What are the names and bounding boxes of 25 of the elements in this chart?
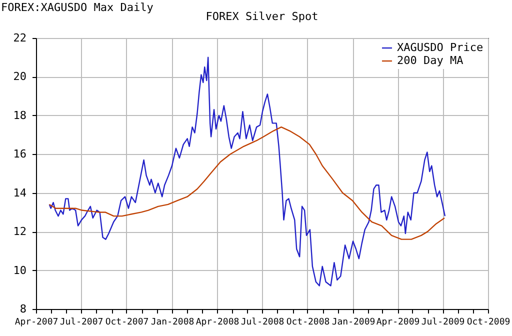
x-tick-label: Jan-2008 bbox=[150, 318, 194, 328]
x-tick-label: Jul-2008 bbox=[240, 318, 284, 328]
text: FOREX:XAGUSDO Max Daily bbox=[1, 1, 154, 14]
x-tick-label: Apr-2008 bbox=[196, 318, 240, 328]
line-series bbox=[48, 126, 446, 240]
y-tick-label: 20 bbox=[13, 70, 26, 84]
x-tick-label: Oct-2008 bbox=[286, 318, 330, 328]
y-tick-label: 8 bbox=[20, 302, 26, 316]
x-tick-label: Apr-2009 bbox=[376, 318, 420, 328]
y-tick-label: 10 bbox=[13, 264, 26, 277]
y-tick-label: 18 bbox=[13, 108, 26, 122]
x-tick-label: Jan-2009 bbox=[332, 318, 376, 328]
x-tick-label: Jul-2007 bbox=[60, 318, 104, 328]
line-series bbox=[48, 56, 446, 286]
x-tick-label: Apr-2007 bbox=[14, 318, 58, 328]
legend-label: XAGUSDO Price bbox=[397, 41, 484, 54]
x-tick-label: Oct-2007 bbox=[105, 318, 149, 328]
legend-label: 200 Day MA bbox=[397, 54, 464, 67]
x-tick-label: Oct-2009 bbox=[466, 318, 510, 328]
y-tick-label: 22 bbox=[13, 32, 26, 44]
y-tick-label: 12 bbox=[13, 225, 26, 238]
chart-title: FOREX Silver Spot bbox=[206, 10, 318, 23]
y-tick-label: 16 bbox=[13, 148, 26, 161]
y-tick-label: 14 bbox=[13, 186, 27, 200]
x-tick-label: Jul-2009 bbox=[421, 318, 465, 328]
